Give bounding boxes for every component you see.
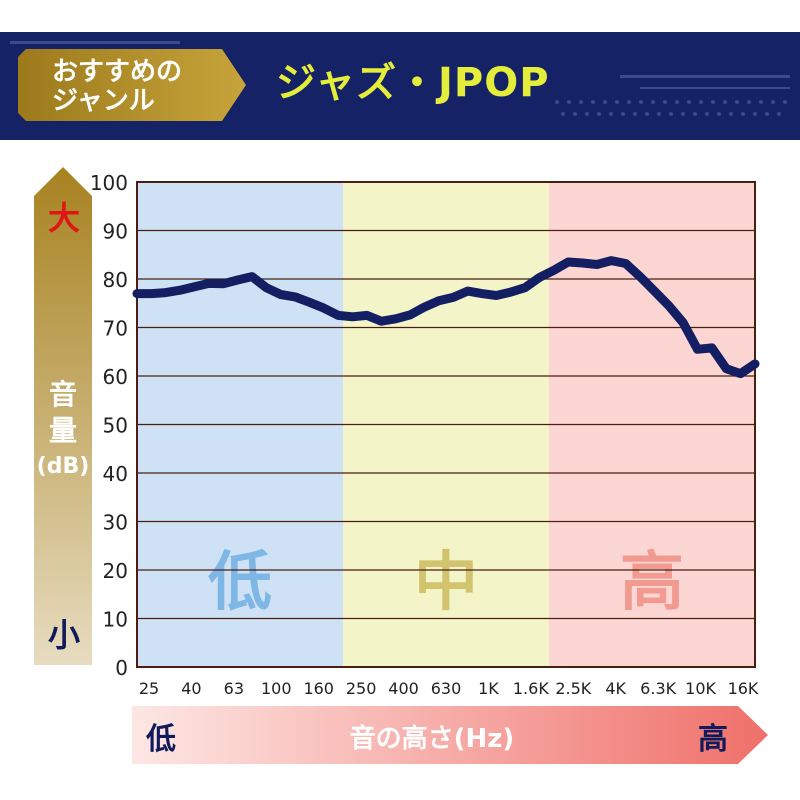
x-tick-label: 400: [388, 679, 419, 698]
pitch-low-label: 低: [146, 722, 176, 757]
y-tick-label: 80: [103, 268, 128, 292]
y-tick-label: 0: [115, 656, 128, 680]
volume-high-label: 大: [48, 199, 81, 237]
pitch-axis-arrow: [132, 706, 768, 764]
band-2-label: 高: [620, 546, 684, 620]
banner-stripe: [620, 75, 790, 78]
plot-area: 低 中 高 0 10 20 30 40 50 60 70 80 90 100 25 40 63 100 160 250…: [90, 171, 760, 698]
y-tick-label: 10: [103, 608, 128, 632]
x-tick-label: 1K: [478, 679, 499, 698]
y-tick-label: 50: [103, 414, 128, 438]
volume-axis: 大 音 量 (dB) 小: [34, 165, 92, 665]
volume-title-char-1: 音: [48, 378, 77, 411]
tag-text: おすすめの ジャンル: [52, 58, 182, 116]
volume-axis-arrow: [34, 167, 92, 665]
tag-badge: [18, 49, 246, 121]
x-tick-label: 2.5K: [555, 679, 591, 698]
x-tick-label: 25: [139, 679, 159, 698]
pitch-high-label: 高: [698, 722, 728, 757]
header-banner: おすすめの ジャンル ジャズ・JPOP: [0, 32, 800, 140]
tag-line-1: おすすめの: [52, 57, 183, 87]
y-tick-label: 40: [103, 462, 128, 486]
volume-title-unit: (dB): [36, 454, 90, 479]
y-tick-label: 20: [103, 559, 128, 583]
y-tick-label: 90: [103, 220, 128, 244]
x-tick-label: 6.3K: [640, 679, 676, 698]
x-tick-label: 4K: [605, 679, 626, 698]
volume-low-label: 小: [48, 616, 81, 654]
x-tick-label: 10K: [685, 679, 716, 698]
pitch-axis-title: 音の高さ(Hz): [349, 724, 515, 754]
y-tick-label: 70: [103, 317, 128, 341]
volume-axis-title: 音 量 (dB): [34, 377, 92, 485]
band-1-label: 中: [414, 546, 478, 620]
band-0-label: 低: [208, 546, 272, 620]
x-tick-label: 160: [303, 679, 334, 698]
tag-line-2: ジャンル: [52, 86, 155, 116]
x-tick-label: 40: [181, 679, 201, 698]
y-tick-label: 60: [103, 365, 128, 389]
banner-stripe: [10, 41, 180, 44]
genre-title: ジャズ・JPOP: [276, 60, 550, 106]
pitch-axis: 低 音の高さ(Hz) 高: [132, 704, 772, 764]
y-tick-label: 100: [90, 171, 128, 195]
plot-frame: [136, 181, 756, 668]
banner-dots: [555, 100, 787, 116]
response-line: [132, 256, 760, 379]
x-tick-label: 1.6K: [513, 679, 549, 698]
x-tick-label: 63: [224, 679, 244, 698]
x-tick-label: 630: [431, 679, 462, 698]
volume-title-char-2: 量: [48, 414, 77, 447]
x-tick-label: 100: [261, 679, 292, 698]
x-tick-label: 250: [346, 679, 377, 698]
banner-stripe: [640, 87, 790, 89]
x-tick-label: 16K: [728, 679, 759, 698]
y-tick-label: 30: [103, 511, 128, 535]
